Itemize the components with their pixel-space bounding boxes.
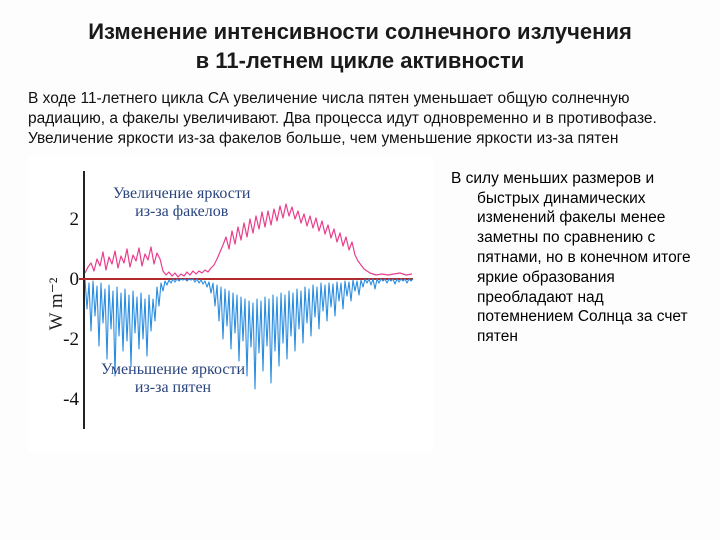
title-line-2: в 11-летнем цикле активности bbox=[196, 48, 525, 73]
intro-paragraph: В ходе 11-летнего цикла СА увеличение чи… bbox=[28, 89, 692, 148]
faculae-annotation: Увеличение яркости из-за факелов bbox=[113, 185, 250, 222]
ytick-0: 0 bbox=[55, 269, 79, 291]
content-row: W m⁻² 2 0 -2 -4 Увеличени bbox=[28, 157, 692, 452]
right-paragraph: В силу меньших размеров и быстрых динами… bbox=[451, 169, 692, 347]
right-column: В силу меньших размеров и быстрых динами… bbox=[443, 157, 692, 452]
title-line-1: Изменение интенсивности солнечного излуч… bbox=[88, 19, 632, 44]
ytick-2: 2 bbox=[55, 209, 79, 231]
chart-container: W m⁻² 2 0 -2 -4 Увеличени bbox=[28, 157, 433, 452]
irradiance-chart: W m⁻² 2 0 -2 -4 Увеличени bbox=[28, 157, 433, 452]
spots-annotation: Уменьшение яркости из-за пятен bbox=[101, 361, 245, 398]
page-title: Изменение интенсивности солнечного излуч… bbox=[28, 18, 692, 75]
ytick-neg2: -2 bbox=[55, 329, 79, 351]
plot-area: 2 0 -2 -4 Увеличение яркости из-за факел bbox=[83, 171, 413, 429]
ytick-neg4: -4 bbox=[55, 389, 79, 411]
